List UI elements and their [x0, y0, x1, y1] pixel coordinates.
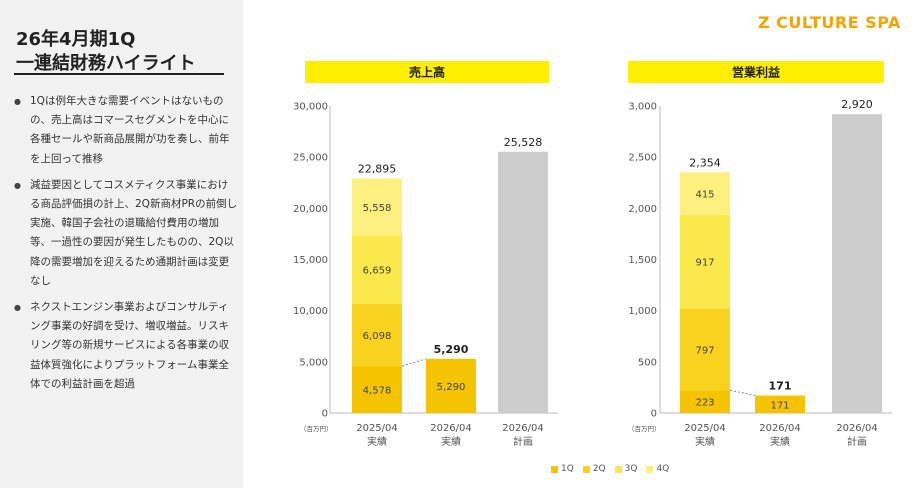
brand-logo: Z CULTURE SPA: [758, 13, 901, 32]
legend-label: 3Q: [624, 464, 638, 474]
bar-segment-1q: [755, 395, 805, 413]
bar-segment-3q: [680, 214, 730, 309]
legend-item-4q: 4Q: [646, 464, 669, 474]
data-label: 415: [695, 190, 714, 201]
bar-segment-1q: [426, 358, 476, 413]
comparison-connector: [729, 389, 756, 396]
x-tick-sublabel: 実績: [441, 435, 461, 448]
y-tick-label: 1,000: [628, 306, 657, 317]
x-tick-sublabel: 実績: [770, 435, 790, 448]
x-tick-label: 2025/04: [684, 423, 726, 434]
chart-title: 売上高: [409, 65, 445, 80]
x-tick-label: 2026/04: [836, 423, 878, 434]
x-tick-label: 2026/04: [502, 423, 544, 434]
data-label: 6,659: [363, 266, 392, 277]
legend-label: 4Q: [656, 464, 670, 474]
bullet-item: 1Qは例年大きな需要イベントはないものの、売上高はコマースセグメントを中心に各種…: [12, 92, 238, 169]
chart-title: 営業利益: [732, 65, 780, 80]
legend-swatch-3q: [614, 465, 622, 473]
x-tick-sublabel: 計画: [513, 435, 533, 448]
data-label: 223: [695, 398, 714, 409]
total-label: 2,920: [841, 98, 873, 111]
x-tick-label: 2026/04: [430, 423, 472, 434]
data-label: 917: [695, 258, 714, 269]
data-label: 6,098: [363, 331, 392, 342]
y-tick-label: 3,000: [628, 102, 657, 113]
total-label: 22,895: [358, 163, 397, 176]
y-tick-label: 30,000: [293, 102, 328, 113]
y-tick-label: 0: [322, 409, 328, 420]
summary-panel: 26年4月期1Q 一連結財務ハイライト 1Qは例年大きな需要イベントはないものの…: [0, 0, 243, 488]
page-title-line2: 一連結財務ハイライト: [16, 53, 196, 74]
bar-segment-3q: [352, 235, 402, 304]
x-tick-sublabel: 計画: [847, 435, 867, 448]
y-tick-label: 25,000: [293, 153, 328, 164]
legend-item-1q: 1Q: [551, 464, 574, 474]
data-label: 171: [770, 400, 789, 411]
y-tick-label: 5,000: [299, 357, 328, 368]
y-tick-label: 1,500: [628, 255, 657, 266]
legend-item-2q: 2Q: [582, 464, 606, 474]
unit-label: （百万円）: [300, 425, 333, 433]
y-tick-label: 2,000: [628, 204, 657, 215]
y-tick-label: 500: [638, 357, 657, 368]
total-label: 25,528: [504, 136, 543, 149]
legend-label: 2Q: [592, 464, 606, 474]
bar-segment-1q: [352, 366, 402, 413]
total-label: 2,354: [689, 156, 721, 169]
bar-segment-2q: [352, 303, 402, 367]
highlight-bullets: 1Qは例年大きな需要イベントはないものの、売上高はコマースセグメントを中心に各種…: [12, 92, 238, 401]
x-tick-label: 2026/04: [759, 423, 801, 434]
title-underline: [14, 73, 224, 75]
total-label: 171: [769, 380, 792, 393]
bar-plan: [832, 114, 882, 413]
comparison-connector: [401, 358, 427, 367]
legend-swatch-2q: [582, 465, 590, 473]
x-tick-sublabel: 実績: [367, 435, 387, 448]
bar-segment-1q: [680, 390, 730, 413]
y-tick-label: 15,000: [293, 255, 328, 266]
y-tick-label: 10,000: [293, 306, 328, 317]
y-tick-label: 20,000: [293, 204, 328, 215]
bullet-item: ネクストエンジン事業およびコンサルティング事業の好調を受け、増収増益。リスキリン…: [12, 298, 238, 394]
x-tick-sublabel: 実績: [695, 435, 715, 448]
bar-plan: [498, 151, 548, 413]
data-label: 5,558: [363, 203, 392, 214]
total-label: 5,290: [434, 343, 469, 356]
bar-segment-2q: [680, 308, 730, 391]
data-label: 797: [695, 345, 714, 356]
y-tick-label: 0: [651, 409, 657, 420]
chart-title-band: [628, 61, 884, 83]
legend-item-3q: 3Q: [614, 464, 638, 474]
legend-swatch-1q: [551, 465, 558, 473]
x-tick-label: 2025/04: [356, 423, 398, 434]
bar-segment-4q: [680, 172, 730, 215]
page-title: 26年4月期1Q 一連結財務ハイライト: [16, 28, 196, 76]
chart-legend: 1Q 2Q 3Q 4Q: [551, 464, 669, 474]
page-title-line1: 26年4月期1Q: [16, 29, 136, 50]
data-label: 5,290: [437, 382, 466, 393]
unit-label: （百万円）: [628, 425, 661, 433]
data-label: 4,578: [363, 386, 392, 397]
bar-segment-4q: [352, 178, 402, 236]
legend-label: 1Q: [561, 464, 574, 474]
y-tick-label: 2,500: [628, 153, 657, 164]
bullet-item: 減益要因としてコスメティクス事業における商品評価損の計上、2Q新商材PRの前倒し…: [12, 176, 238, 291]
legend-swatch-4q: [646, 465, 654, 473]
chart-title-band: [305, 61, 549, 83]
